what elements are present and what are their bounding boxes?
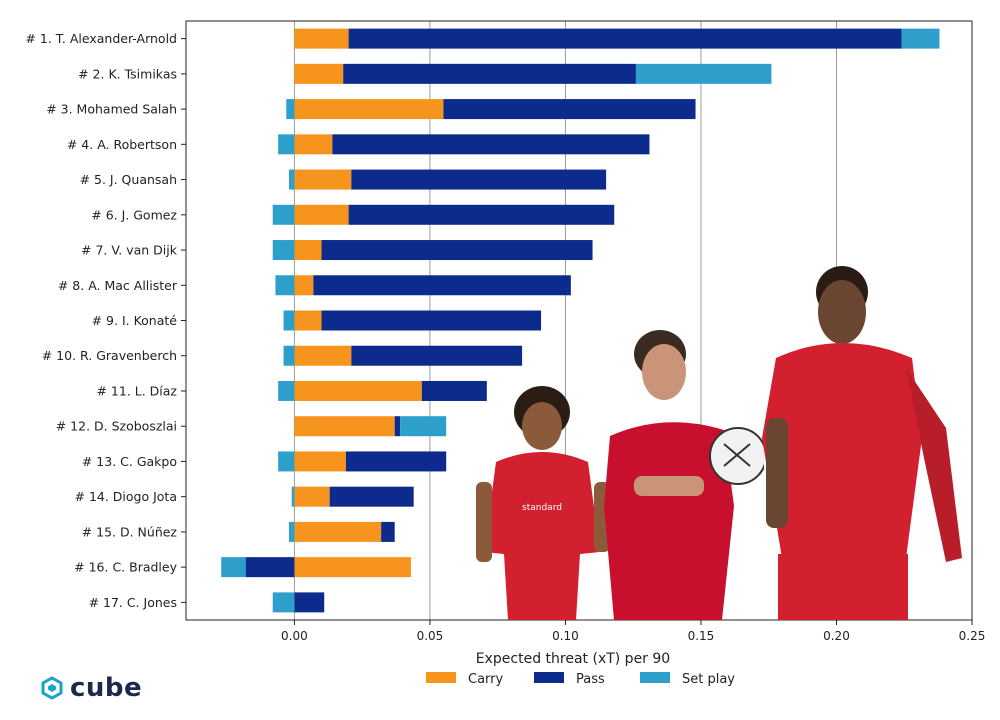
player-photo-tsimikas: [604, 330, 764, 620]
bar-set-play: [635, 63, 772, 84]
x-tick-label: 0.00: [281, 629, 308, 643]
bar-carry: [294, 310, 322, 331]
x-axis-label: Expected threat (xT) per 90: [476, 651, 670, 667]
legend-label-carry: Carry: [468, 672, 504, 687]
x-tick-label: 0.25: [959, 629, 986, 643]
bar-set-play: [288, 169, 295, 190]
bar-carry: [294, 451, 346, 472]
y-category-label: # 11. L. Díaz: [96, 383, 177, 398]
bar-set-play: [291, 486, 295, 507]
y-category-label: # 7. V. van Dijk: [81, 243, 178, 258]
bar-pass: [294, 592, 325, 613]
bar-carry: [294, 169, 352, 190]
y-category-label: # 14. Diogo Jota: [75, 489, 178, 504]
y-category-label: # 2. K. Tsimikas: [78, 66, 177, 81]
bar-carry: [294, 204, 349, 225]
bar-pass: [245, 557, 295, 578]
bar-carry: [294, 380, 422, 401]
bar-set-play: [286, 99, 295, 120]
bar-pass: [351, 345, 523, 366]
bar-set-play: [272, 240, 295, 261]
bar-pass: [443, 99, 696, 120]
bar-carry: [294, 63, 344, 84]
legend-label-set-play: Set play: [682, 672, 735, 687]
bar-carry: [294, 134, 333, 155]
y-category-label: # 12. D. Szoboszlai: [56, 419, 177, 434]
bar-pass: [313, 275, 571, 296]
player-photo-salah: standard: [476, 386, 610, 620]
y-axis-labels: # 1. T. Alexander-Arnold # 2. K. Tsimikas…: [25, 31, 186, 610]
x-axis-ticks: 0.00 0.05 0.10 0.15 0.20 0.25: [281, 620, 985, 643]
bar-carry: [294, 521, 382, 542]
y-category-label: # 3. Mohamed Salah: [46, 102, 177, 117]
bar-set-play: [272, 204, 295, 225]
y-category-label: # 5. J. Quansah: [80, 172, 177, 187]
bar-carry: [294, 416, 395, 437]
bar-pass: [332, 134, 650, 155]
bar-pass: [345, 451, 447, 472]
bar-set-play: [272, 592, 295, 613]
x-tick-label: 0.20: [823, 629, 850, 643]
y-category-label: # 10. R. Gravenberch: [42, 348, 177, 363]
cube-logo-icon: [41, 676, 63, 700]
y-category-label: # 6. J. Gomez: [91, 207, 177, 222]
plot-frame: [185, 20, 973, 621]
cube-logo: cube: [40, 673, 142, 703]
bars: [221, 28, 940, 613]
y-category-label: # 1. T. Alexander-Arnold: [25, 31, 177, 46]
bar-carry: [294, 28, 349, 49]
bar-set-play: [288, 521, 295, 542]
y-category-label: # 9. I. Konaté: [92, 313, 178, 328]
legend-label-pass: Pass: [576, 672, 605, 687]
x-tick-label: 0.05: [417, 629, 444, 643]
cube-logo-text: cube: [70, 673, 143, 703]
y-category-label: # 16. C. Bradley: [74, 560, 177, 575]
bar-pass: [343, 63, 636, 84]
svg-text:standard: standard: [522, 503, 562, 513]
bar-set-play: [278, 134, 295, 155]
y-category-label: # 17. C. Jones: [89, 595, 177, 610]
y-category-label: # 15. D. Núñez: [82, 524, 178, 539]
bar-carry: [294, 345, 352, 366]
bar-carry: [294, 275, 314, 296]
bar-pass: [321, 310, 542, 331]
bar-set-play: [221, 557, 246, 578]
bar-carry: [294, 557, 411, 578]
bar-pass: [329, 486, 414, 507]
x-tick-label: 0.10: [552, 629, 579, 643]
bar-carry: [294, 99, 444, 120]
bar-set-play: [901, 28, 940, 49]
bar-pass: [321, 240, 593, 261]
bar-set-play: [283, 310, 295, 331]
legend-swatch-pass: [534, 672, 564, 683]
bar-carry: [294, 240, 322, 261]
bar-pass: [421, 380, 487, 401]
bar-set-play: [278, 451, 295, 472]
x-tick-label: 0.15: [688, 629, 715, 643]
bar-pass: [394, 416, 401, 437]
bar-pass: [381, 521, 395, 542]
bar-pass: [348, 28, 902, 49]
legend-swatch-carry: [426, 672, 456, 683]
bar-carry: [294, 486, 330, 507]
bar-set-play: [283, 345, 295, 366]
player-photo-alexander-arnold: [762, 266, 962, 620]
y-category-label: # 13. C. Gakpo: [82, 454, 177, 469]
bar-set-play: [400, 416, 447, 437]
bar-set-play: [278, 380, 295, 401]
bar-pass: [351, 169, 607, 190]
bar-set-play: [275, 275, 295, 296]
y-category-label: # 8. A. Mac Allister: [58, 278, 178, 293]
bar-pass: [348, 204, 615, 225]
y-category-label: # 4. A. Robertson: [67, 137, 177, 152]
legend-swatch-set-play: [640, 672, 670, 683]
legend: Carry Pass Set play: [426, 672, 735, 687]
